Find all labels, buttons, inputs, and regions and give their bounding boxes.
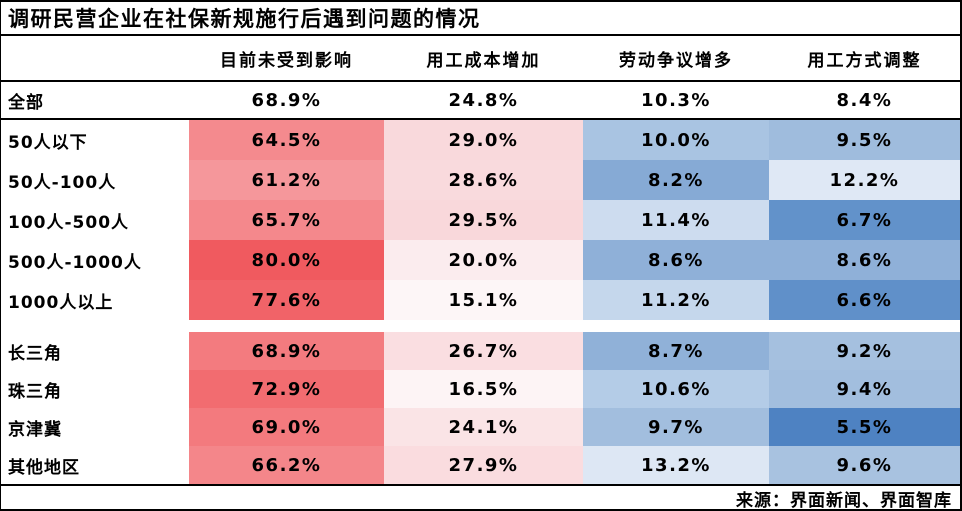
heatmap-cell: 28.6%: [384, 160, 583, 200]
heatmap-cell: 26.7%: [384, 332, 583, 370]
table-row: 京津冀 69.0% 24.1% 9.7% 5.5%: [1, 408, 960, 446]
heatmap-cell: 10.0%: [583, 120, 769, 160]
table-row: 其他地区 66.2% 27.9% 13.2% 9.6%: [1, 446, 960, 484]
row-label: 100人-500人: [1, 200, 189, 240]
heatmap-cell: 64.5%: [189, 120, 384, 160]
row-label: 珠三角: [1, 370, 189, 408]
row-label: 1000人以上: [1, 280, 189, 320]
heatmap-cell: 72.9%: [189, 370, 384, 408]
table-row: 100人-500人 65.7% 29.5% 11.4% 6.7%: [1, 200, 960, 240]
row-label: 长三角: [1, 332, 189, 370]
heatmap-cell: 10.6%: [583, 370, 769, 408]
row-label: 全部: [1, 82, 189, 118]
heatmap-cell: 66.2%: [189, 446, 384, 484]
heatmap-cell: 29.0%: [384, 120, 583, 160]
heatmap-cell: 8.6%: [769, 240, 960, 280]
heatmap-cell: 8.7%: [583, 332, 769, 370]
column-header: 目前未受到影响: [220, 50, 353, 71]
heatmap-cell: 8.2%: [583, 160, 769, 200]
table-row: 50人-100人 61.2% 28.6% 8.2% 12.2%: [1, 160, 960, 200]
column-header: 用工方式调整: [807, 50, 922, 71]
heatmap-cell: 10.3%: [583, 82, 769, 118]
heatmap-cell: 61.2%: [189, 160, 384, 200]
group-by-company-size: 50人以下 64.5% 29.0% 10.0% 9.5% 50人-100人 61.2% 28.…: [1, 120, 960, 320]
heatmap-cell: 77.6%: [189, 280, 384, 320]
heatmap-cell: 9.6%: [769, 446, 960, 484]
heatmap-cell: 24.8%: [384, 82, 583, 118]
row-label: 500人-1000人: [1, 240, 189, 280]
heatmap-cell: 9.4%: [769, 370, 960, 408]
heatmap-cell: 65.7%: [189, 200, 384, 240]
heatmap-cell: 6.6%: [769, 280, 960, 320]
table-body: 50人以下 64.5% 29.0% 10.0% 9.5% 50人-100人 61.2% 28.…: [1, 120, 960, 484]
heatmap-table: 目前未受到影响 用工成本增加 劳动争议增多 用工方式调整 全部 68.9% 24.8% 10…: [1, 36, 960, 484]
heatmap-cell: 12.2%: [769, 160, 960, 200]
source-note: 来源：界面新闻、界面智库: [1, 484, 960, 509]
header-corner-cell: [1, 36, 189, 80]
heatmap-cell: 11.2%: [583, 280, 769, 320]
heatmap-cell: 69.0%: [189, 408, 384, 446]
row-label: 其他地区: [1, 446, 189, 484]
row-label: 50人-100人: [1, 160, 189, 200]
heatmap-cell: 20.0%: [384, 240, 583, 280]
heatmap-cell: 29.5%: [384, 200, 583, 240]
summary-row: 全部 68.9% 24.8% 10.3% 8.4%: [1, 82, 960, 120]
table-row: 长三角 68.9% 26.7% 8.7% 9.2%: [1, 332, 960, 370]
heatmap-cell: 16.5%: [384, 370, 583, 408]
heatmap-cell: 80.0%: [189, 240, 384, 280]
heatmap-cell: 68.9%: [189, 332, 384, 370]
group-by-region: 长三角 68.9% 26.7% 8.7% 9.2% 珠三角 72.9% 16.5% 10.6% 9…: [1, 332, 960, 484]
heatmap-cell: 9.5%: [769, 120, 960, 160]
heatmap-cell: 8.6%: [583, 240, 769, 280]
column-header: 劳动争议增多: [619, 50, 733, 71]
heatmap-cell: 6.7%: [769, 200, 960, 240]
table-row: 1000人以上 77.6% 15.1% 11.2% 6.6%: [1, 280, 960, 320]
heatmap-cell: 8.4%: [769, 82, 960, 118]
heatmap-cell: 9.7%: [583, 408, 769, 446]
heatmap-cell: 27.9%: [384, 446, 583, 484]
table-row: 50人以下 64.5% 29.0% 10.0% 9.5%: [1, 120, 960, 160]
heatmap-cell: 11.4%: [583, 200, 769, 240]
table-row: 500人-1000人 80.0% 20.0% 8.6% 8.6%: [1, 240, 960, 280]
group-separator: [1, 320, 960, 332]
page-title: 调研民营企业在社保新规施行后遇到问题的情况: [1, 2, 960, 36]
table-header-row: 目前未受到影响 用工成本增加 劳动争议增多 用工方式调整: [1, 36, 960, 82]
heatmap-cell: 13.2%: [583, 446, 769, 484]
heatmap-cell: 9.2%: [769, 332, 960, 370]
row-label: 50人以下: [1, 120, 189, 160]
heatmap-cell: 24.1%: [384, 408, 583, 446]
heatmap-cell: 15.1%: [384, 280, 583, 320]
row-label: 京津冀: [1, 408, 189, 446]
column-header: 用工成本增加: [426, 50, 541, 71]
heatmap-cell: 5.5%: [769, 408, 960, 446]
table-row: 珠三角 72.9% 16.5% 10.6% 9.4%: [1, 370, 960, 408]
heatmap-cell: 68.9%: [189, 82, 384, 118]
